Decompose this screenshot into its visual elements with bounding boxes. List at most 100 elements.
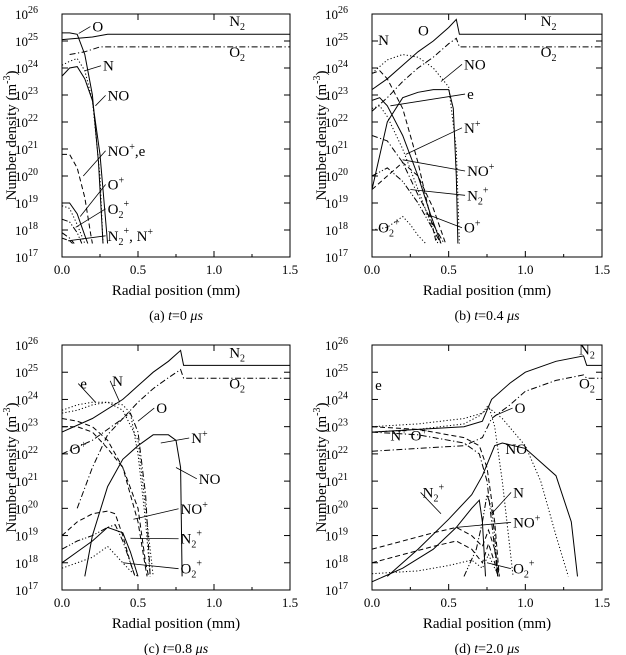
species-label-text: N xyxy=(229,14,240,30)
y-tick-label: 1017 xyxy=(15,581,38,598)
y-tick-base: 10 xyxy=(15,474,28,489)
series-O2 xyxy=(372,374,602,452)
species-label-subscript: 2 xyxy=(524,570,529,581)
caption-unit: μs xyxy=(506,642,520,655)
y-tick-exponent: 21 xyxy=(28,472,38,483)
panel-caption: (a) t=0 μs xyxy=(149,309,203,324)
y-axis-label: Number density (m-3) xyxy=(2,71,20,201)
y-tick-label: 1021 xyxy=(325,140,348,157)
species-label: e xyxy=(375,378,382,394)
label-leader-line xyxy=(494,407,513,417)
series-e xyxy=(62,202,89,244)
x-tick-label: 0.0 xyxy=(54,262,70,277)
y-tick-label: 1024 xyxy=(325,390,348,407)
species-label: NO+,e xyxy=(108,142,146,160)
x-tick-label: 0.5 xyxy=(130,595,146,610)
y-tick-exponent: 23 xyxy=(28,418,38,429)
species-label: N2+ xyxy=(467,185,489,207)
y-axis-label-text: Number density (m xyxy=(314,416,330,533)
label-leader-line xyxy=(402,159,466,172)
species-label: N2 xyxy=(229,345,245,364)
species-label-text: e xyxy=(375,378,382,394)
x-tick-label: 1.0 xyxy=(517,262,533,277)
label-leader-line xyxy=(410,189,466,196)
label-leader-line xyxy=(175,467,197,480)
species-label: N2+ xyxy=(181,529,203,551)
y-tick-exponent: 26 xyxy=(28,5,38,16)
series-group xyxy=(62,32,290,244)
species-label-text: N xyxy=(103,59,114,75)
species-label-text: O xyxy=(418,24,429,40)
chart-panel-d: 0.0 0.5 1.0 1.51017101810191020102110221023… xyxy=(312,336,610,655)
y-tick-exponent: 25 xyxy=(338,363,348,374)
y-tick-exponent: 19 xyxy=(28,194,38,205)
species-label: O2+ xyxy=(378,218,400,240)
y-tick-base: 10 xyxy=(15,529,28,544)
y-tick-exponent: 20 xyxy=(28,167,38,178)
label-leader-line xyxy=(491,492,512,515)
series-O2+ xyxy=(372,553,500,577)
series-group xyxy=(372,18,602,244)
series-O+ xyxy=(62,418,148,577)
caption-prefix: (d) xyxy=(454,642,474,655)
species-label-superscript: + xyxy=(401,426,407,437)
y-tick-label: 1020 xyxy=(325,167,348,184)
x-tick-label: 0.5 xyxy=(130,262,146,277)
y-tick-base: 10 xyxy=(15,7,28,22)
species-label: NO xyxy=(464,57,486,73)
y-axis-label: Number density (m-3) xyxy=(2,403,20,533)
y-tick-label: 1023 xyxy=(15,86,38,103)
y-tick-base: 10 xyxy=(325,7,338,22)
y-tick-base: 10 xyxy=(325,169,338,184)
species-label-text: O xyxy=(378,221,389,237)
species-label: NO+ xyxy=(513,513,541,531)
x-tick-label: 0.5 xyxy=(441,262,457,277)
y-tick-base: 10 xyxy=(325,61,338,76)
caption-variable: t xyxy=(168,309,173,324)
series-N+ xyxy=(62,426,150,577)
series-N2+ xyxy=(62,232,75,244)
label-leader-line xyxy=(95,95,106,107)
species-label: O2 xyxy=(229,45,245,64)
y-tick-exponent: 26 xyxy=(28,336,38,347)
y-tick-exponent: 25 xyxy=(338,32,348,43)
species-label-subscript: 2 xyxy=(552,22,557,33)
y-tick-label: 1017 xyxy=(15,248,38,265)
caption-unit: μs xyxy=(506,309,520,324)
caption-unit: μs xyxy=(189,309,203,324)
species-label: e xyxy=(467,87,474,103)
y-tick-label: 1022 xyxy=(325,445,348,462)
species-label-subscript: 2 xyxy=(240,385,245,396)
y-axis-label-close: ) xyxy=(4,403,20,408)
caption-value: =0.4 xyxy=(478,309,507,324)
y-tick-exponent: 25 xyxy=(28,363,38,374)
y-tick-label: 1024 xyxy=(15,59,38,76)
y-tick-exponent: 18 xyxy=(28,221,38,232)
caption-prefix: (b) xyxy=(454,309,474,324)
y-tick-base: 10 xyxy=(325,556,338,571)
species-label-text: N xyxy=(513,485,524,501)
y-axis-label-text: Number density (m xyxy=(4,416,20,533)
species-label-text: N xyxy=(390,428,401,444)
species-label: O2+ xyxy=(108,199,130,221)
y-tick-exponent: 24 xyxy=(338,59,348,70)
species-label-text: N xyxy=(229,345,240,361)
y-tick-exponent: 26 xyxy=(338,336,348,347)
y-tick-label: 1019 xyxy=(15,527,38,544)
species-label-subscript: 2 xyxy=(590,385,595,396)
species-label-text: O xyxy=(156,401,167,417)
species-label-superscript: + xyxy=(118,176,124,187)
y-axis-label-close: ) xyxy=(314,71,330,76)
y-tick-label: 1025 xyxy=(15,363,38,380)
species-label-text: NO xyxy=(199,472,221,488)
x-tick-label: 1.5 xyxy=(282,262,298,277)
species-label-text: e xyxy=(80,377,87,393)
series-N2+ xyxy=(372,167,442,244)
y-tick-exponent: 18 xyxy=(338,554,348,565)
y-tick-label: 1020 xyxy=(325,499,348,516)
series-O2 xyxy=(372,37,602,112)
species-label: N2 xyxy=(579,343,595,362)
y-tick-exponent: 21 xyxy=(338,140,348,151)
label-leader-line xyxy=(137,407,155,422)
y-tick-base: 10 xyxy=(325,420,338,435)
